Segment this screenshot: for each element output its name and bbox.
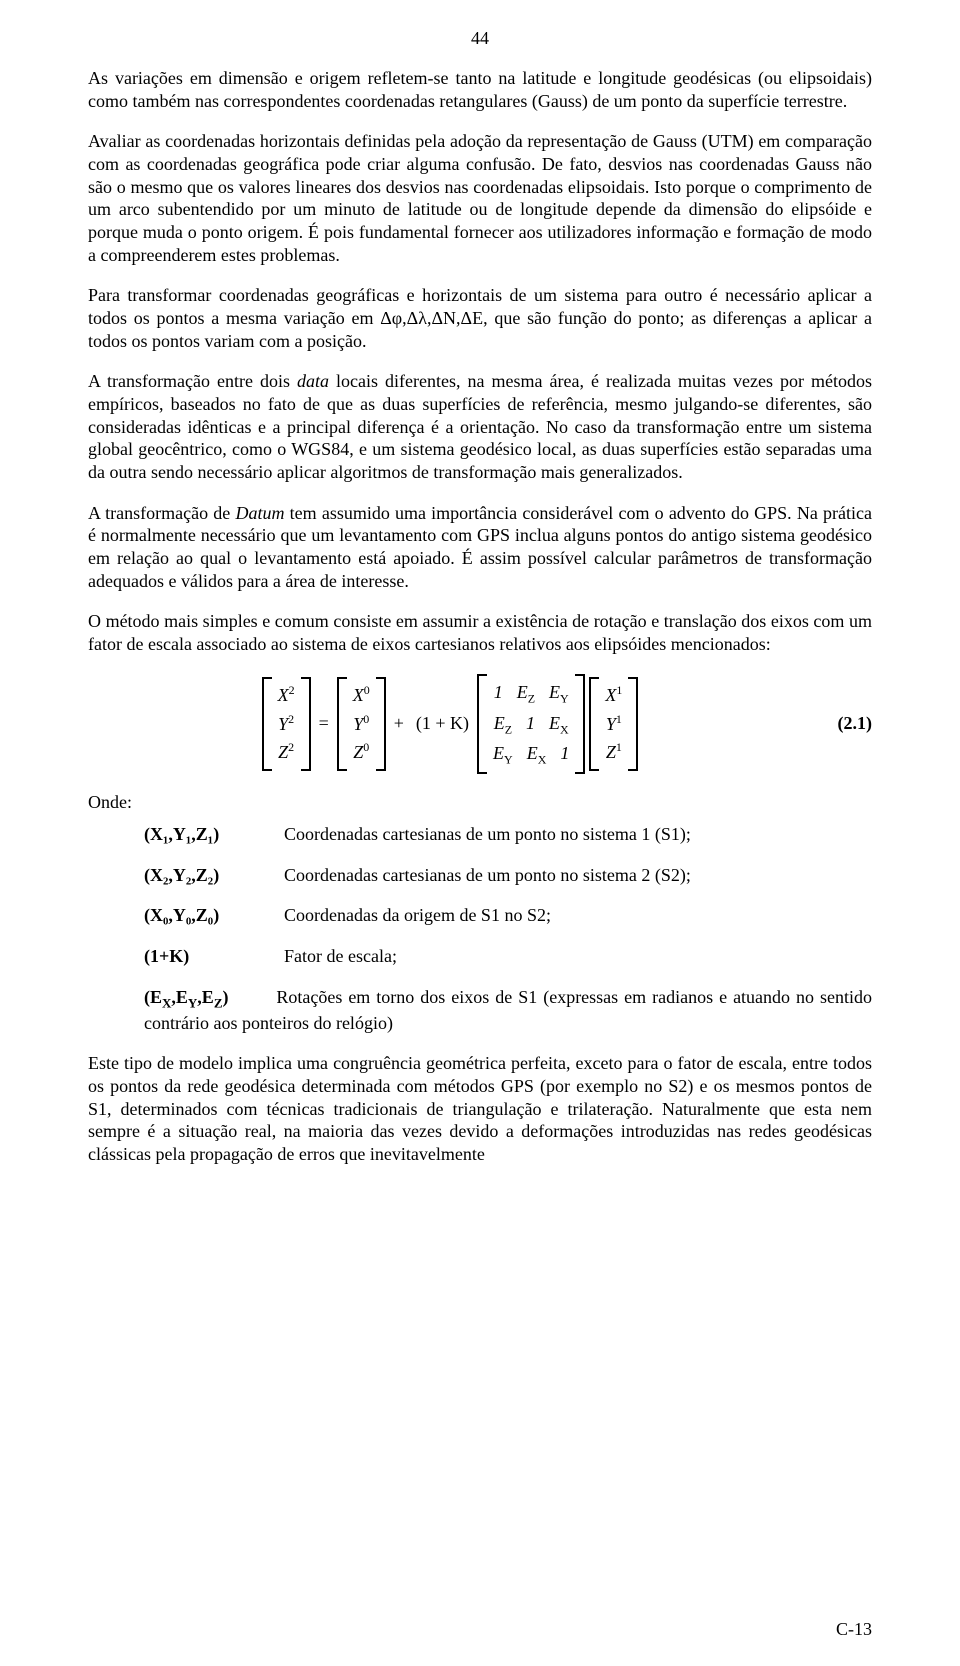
def-row-3: (X₀,Y₀,Z₀) Coordenadas da origem de S1 n… [144,904,872,927]
paragraph-6: O método mais simples e comum consiste e… [88,610,872,655]
definitions: Onde: (X₁,Y₁,Z₁) Coordenadas cartesianas… [88,792,872,1034]
def4-text: Fator de escala; [284,945,872,968]
def-row-1: (X₁,Y₁,Z₁) Coordenadas cartesianas de um… [144,823,872,846]
page: 44 As variações em dimensão e origem ref… [0,0,960,1666]
def1-sym: (X₁,Y₁,Z₁) [144,823,284,846]
def1-text: Coordenadas cartesianas de um ponto no s… [284,823,872,846]
def-row-2: (X₂,Y₂,Z₂) Coordenadas cartesianas de um… [144,864,872,887]
p5-italic: Datum [235,503,284,523]
def4-sym: (1+K) [144,945,284,968]
p5-a: A transformação de [88,503,235,523]
onde-label: Onde: [88,792,872,813]
p4-italic: data [297,371,329,391]
scalar: (1 + K) [416,713,469,734]
paragraph-3: Para transformar coordenadas geográficas… [88,284,872,352]
def2-text: Coordenadas cartesianas de um ponto no s… [284,864,872,887]
def5-text: Rotações em torno dos eixos de S1 (expre… [144,987,872,1033]
def3-text: Coordenadas da origem de S1 no S2; [284,904,872,927]
def5-sym: (EX,EY,EZ) [144,987,228,1007]
paragraph-5: A transformação de Datum tem assumido um… [88,502,872,593]
vec-x2: X2 Y2 Z2 [262,677,311,771]
equation-body: X2 Y2 Z2 = X0 Y0 Z0 + (1 + K) [88,674,812,774]
equation-2-1: X2 Y2 Z2 = X0 Y0 Z0 + (1 + K) [88,674,872,774]
equation-label: (2.1) [812,713,872,734]
paragraph-7: Este tipo de modelo implica uma congruên… [88,1052,872,1165]
rot-matrix: 1 EZ EY EZ 1 EX EY EX 1 [477,674,585,774]
def3-sym: (X₀,Y₀,Z₀) [144,904,284,927]
paragraph-2: Avaliar as coordenadas horizontais defin… [88,130,872,266]
def2-sym: (X₂,Y₂,Z₂) [144,864,284,887]
paragraph-4: A transformação entre dois data locais d… [88,370,872,483]
vec-x1: X1 Y1 Z1 [589,677,638,771]
paragraph-1: As variações em dimensão e origem reflet… [88,67,872,112]
vec-x0: X0 Y0 Z0 [337,677,386,771]
def-row-5: (EX,EY,EZ) Rotações em torno dos eixos d… [144,986,872,1035]
page-number-top: 44 [88,28,872,49]
def-row-4: (1+K) Fator de escala; [144,945,872,968]
p4-a: A transformação entre dois [88,371,297,391]
footer-page-number: C-13 [836,1619,872,1640]
